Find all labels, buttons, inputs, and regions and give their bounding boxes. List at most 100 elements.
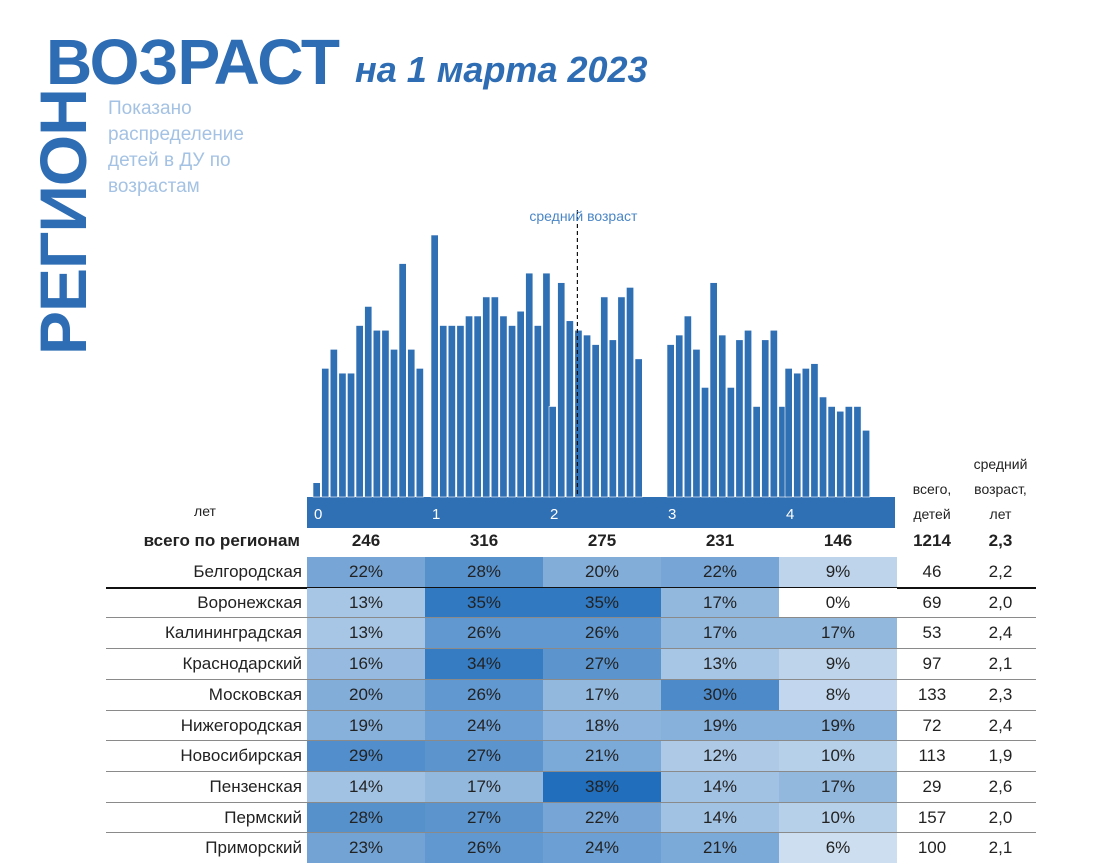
grand-total-cell: 1214	[913, 531, 951, 550]
region-name: Новосибирская	[180, 746, 302, 766]
histogram-bar	[542, 272, 551, 498]
histogram-bar	[321, 368, 330, 498]
x-tick-label: 4	[786, 506, 794, 523]
histogram-bar	[415, 368, 424, 498]
histogram-bar	[548, 406, 557, 498]
page-title: ВОЗРАСТ	[46, 26, 340, 98]
histogram-bar	[355, 325, 364, 498]
share-cell: 23%	[307, 833, 425, 863]
share-cell: 24%	[543, 833, 661, 863]
histogram-bar	[608, 339, 617, 498]
region-name: Пермский	[224, 807, 302, 827]
row-separator	[106, 832, 1036, 834]
share-cell: 12%	[661, 741, 779, 772]
region-total-cell: 100	[917, 838, 947, 858]
share-cell: 13%	[307, 587, 425, 618]
histogram-bar	[456, 325, 465, 498]
region-total-cell: 46	[922, 562, 942, 581]
histogram-bar	[634, 358, 643, 498]
x-tick-label: 0	[314, 506, 322, 523]
table-row: Воронежская 13% 35% 35% 17% 0% 69 2,0	[0, 587, 1095, 618]
histogram-bar	[364, 306, 373, 498]
histogram-bar	[347, 372, 355, 498]
histogram-bar	[390, 349, 398, 498]
histogram-bar	[769, 329, 778, 498]
region-name: Краснодарский	[182, 654, 302, 674]
histogram-bar	[439, 325, 448, 498]
histogram-bar	[591, 344, 600, 498]
age-total-cell: 316	[469, 531, 499, 550]
region-name: Нижегородская	[180, 715, 302, 735]
histogram-bar	[626, 287, 635, 498]
x-axis-band	[307, 497, 895, 528]
histogram-bar	[557, 282, 566, 498]
share-cell: 30%	[661, 679, 779, 710]
share-cell: 27%	[543, 649, 661, 680]
histogram-bar	[482, 296, 491, 498]
histogram-bar	[565, 320, 574, 498]
share-cell: 10%	[779, 802, 897, 833]
share-cell: 16%	[307, 649, 425, 680]
histogram-bar	[709, 282, 718, 498]
region-mean-cell: 2,1	[988, 838, 1013, 858]
share-cell: 13%	[307, 618, 425, 649]
histogram-bar	[827, 406, 836, 498]
region-total-cell: 72	[922, 715, 942, 735]
share-cell: 14%	[661, 802, 779, 833]
region-name: Московская	[208, 684, 302, 704]
histogram-bar	[312, 482, 321, 498]
histogram-bar	[574, 329, 583, 498]
share-cell: 34%	[425, 649, 543, 680]
row-separator	[106, 617, 1036, 619]
share-cell: 28%	[425, 557, 543, 587]
region-total-cell: 53	[922, 623, 942, 643]
x-tick-label: 1	[432, 506, 440, 523]
share-cell: 26%	[425, 679, 543, 710]
region-mean-cell: 2,6	[988, 776, 1013, 796]
histogram-bar	[692, 349, 701, 498]
region-mean-cell: 2,4	[988, 623, 1013, 643]
histogram-bar	[430, 234, 439, 498]
table-row: Пермский 28% 27% 22% 14% 10% 157 2,0	[0, 802, 1095, 833]
histogram-bar	[801, 368, 810, 498]
share-cell: 20%	[543, 557, 661, 587]
row-separator	[106, 648, 1036, 650]
histogram-bar	[372, 329, 381, 498]
share-cell: 21%	[661, 833, 779, 863]
histogram-bar	[810, 363, 819, 498]
total-row: всего по регионам 246 316 275 231 146 1214 2,3	[0, 526, 1095, 556]
region-name: Калининградская	[164, 623, 302, 643]
share-cell: 8%	[779, 679, 897, 710]
age-total-cell: 146	[823, 531, 853, 550]
share-cell: 21%	[543, 741, 661, 772]
region-total-cell: 157	[917, 807, 947, 827]
histogram-bar	[525, 272, 534, 498]
age-histogram-chart: 0 1 2 3 4 средний возраст лет	[194, 208, 895, 528]
share-cell: 27%	[425, 802, 543, 833]
age-total-cell: 275	[587, 531, 617, 550]
x-tick-label: 2	[550, 506, 558, 523]
share-cell: 17%	[543, 679, 661, 710]
age-total-cell: 246	[351, 531, 381, 550]
table-row: Приморский 23% 26% 24% 21% 6% 100 2,1	[0, 833, 1095, 863]
histogram-bar	[862, 430, 871, 498]
share-cell: 9%	[779, 649, 897, 680]
share-cell: 14%	[307, 771, 425, 802]
share-cell: 9%	[779, 557, 897, 587]
table-row: Московская 20% 26% 17% 30% 8% 133 2,3	[0, 679, 1095, 710]
histogram-bar	[516, 310, 525, 498]
share-cell: 35%	[543, 587, 661, 618]
histogram-bar	[701, 387, 710, 498]
share-cell: 19%	[779, 710, 897, 741]
histogram-bar	[407, 349, 416, 498]
header-mean-age: средний возраст, лет	[973, 456, 1028, 522]
region-total-cell: 113	[918, 746, 946, 766]
region-name: Белгородская	[193, 562, 302, 581]
histogram-bar	[735, 339, 744, 498]
histogram-bar	[683, 315, 692, 498]
share-cell: 20%	[307, 679, 425, 710]
share-cell: 26%	[425, 833, 543, 863]
share-cell: 17%	[661, 618, 779, 649]
table-row: Пензенская 14% 17% 38% 14% 17% 29 2,6	[0, 771, 1095, 802]
table-row: Калининградская 13% 26% 26% 17% 17% 53 2,4	[0, 618, 1095, 649]
